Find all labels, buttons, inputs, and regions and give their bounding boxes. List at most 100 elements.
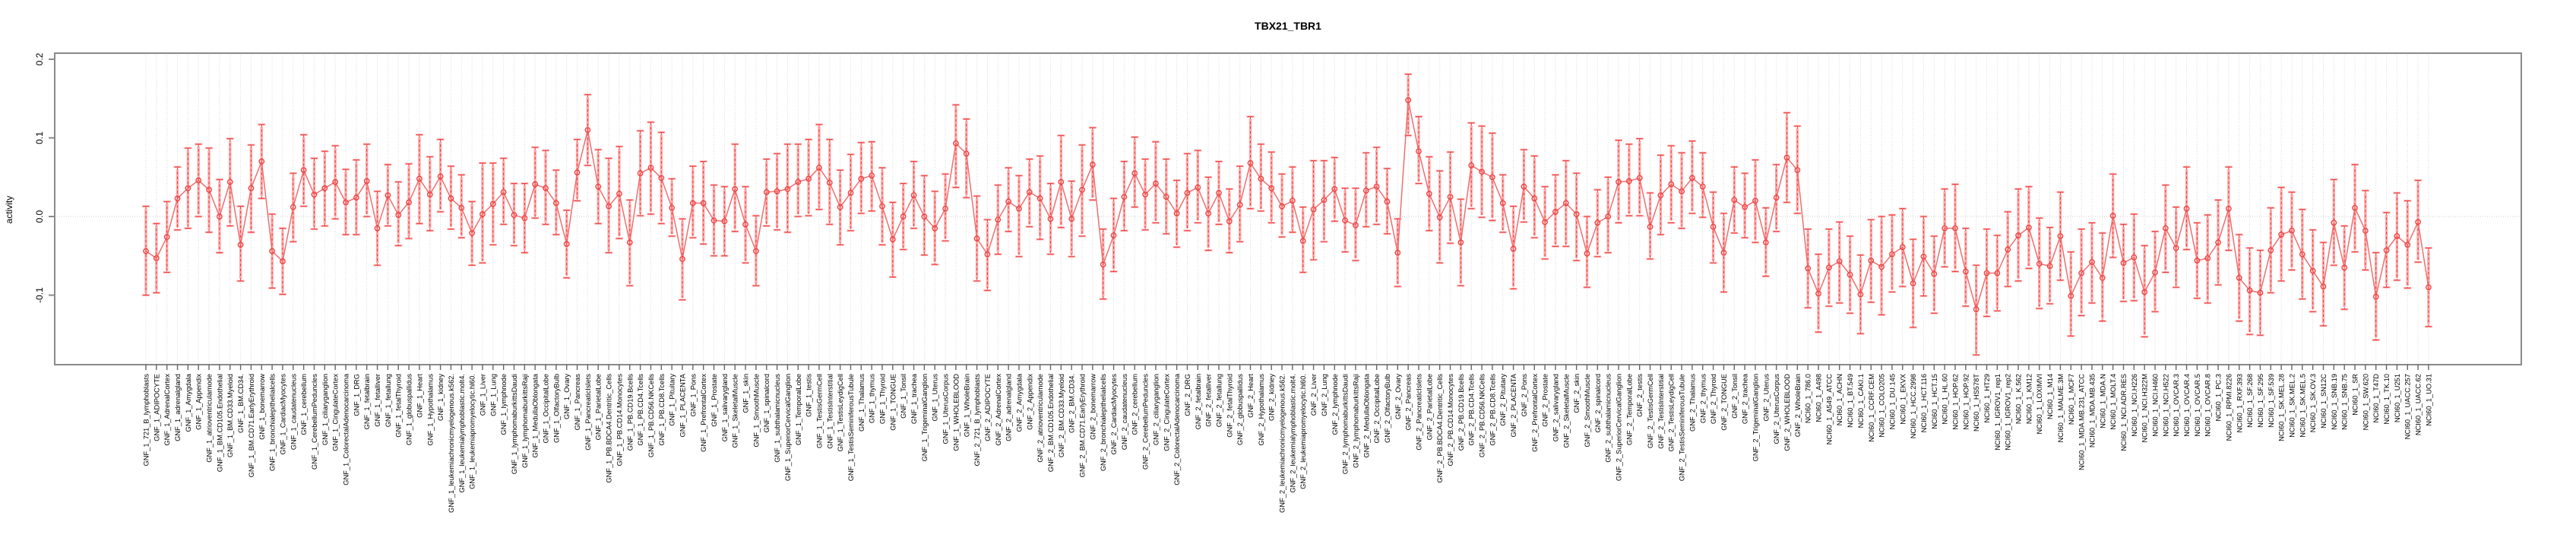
x-tick-label: GNF_1_TestisLeydigCell bbox=[837, 374, 844, 451]
x-tick-label: GNF_2_Tonsil bbox=[1731, 374, 1739, 419]
data-point bbox=[1299, 238, 1306, 244]
x-tick-label: GNF_1_PB.CD8.Tcells bbox=[658, 374, 666, 446]
data-point bbox=[679, 255, 685, 262]
data-point bbox=[1815, 290, 1821, 297]
x-tick-label: GNF_2_Prostate bbox=[1542, 374, 1549, 427]
data-point bbox=[1857, 291, 1864, 298]
data-point bbox=[2120, 260, 2127, 266]
data-point bbox=[437, 173, 444, 180]
data-point bbox=[647, 164, 654, 171]
data-point bbox=[1805, 265, 1812, 272]
x-tick-label: GNF_2_721_B_lymphoblasts bbox=[973, 374, 981, 466]
x-tick-label: GNF_2_subthalamicnucleus bbox=[1605, 374, 1612, 463]
x-tick-label: GNF_2_Amygdala bbox=[1015, 373, 1023, 432]
x-tick-label: GNF_2_OccipitalLobe bbox=[1373, 374, 1381, 443]
data-point bbox=[2362, 227, 2369, 234]
y-tick-label: -0.1 bbox=[34, 287, 45, 303]
x-tick-label: GNF_2_lymphnode bbox=[1331, 374, 1339, 435]
data-point bbox=[174, 195, 181, 202]
data-point bbox=[1089, 161, 1096, 168]
data-point bbox=[1426, 191, 1432, 197]
x-tick-label: GNF_2_PB.CD56.NKCells bbox=[1479, 374, 1486, 457]
x-tick-label: GNF_1_MedullaOblongata bbox=[532, 373, 540, 457]
data-point bbox=[1605, 213, 1612, 220]
data-point bbox=[2152, 269, 2158, 276]
y-tick-label: 0.2 bbox=[34, 52, 45, 65]
x-tick-label: GNF_2_fetalliver bbox=[1205, 374, 1213, 427]
x-tick-label: GNF_2_UterusCorpus bbox=[1773, 374, 1780, 444]
data-point bbox=[1773, 194, 1780, 201]
x-tick-label: GNF_1_WHOLEBLOOD bbox=[952, 374, 960, 451]
data-point bbox=[1026, 189, 1033, 195]
x-tick-label: GNF_2_Pituitary bbox=[1499, 374, 1507, 426]
x-tick-label: GNF_2_testis bbox=[1636, 374, 1644, 417]
data-point bbox=[595, 183, 602, 190]
x-tick-label: GNF_2_Uterus bbox=[1762, 374, 1770, 422]
x-tick-label: GNF_1_leukemialymphoblastic.molt4. bbox=[458, 374, 466, 493]
data-point bbox=[2299, 251, 2305, 258]
x-tick-label: GNF_1_leukemiapromyelocytic.hl60. bbox=[469, 374, 476, 489]
data-point bbox=[2089, 259, 2095, 265]
y-axis-label: activity bbox=[4, 196, 14, 224]
data-point bbox=[2331, 220, 2337, 226]
x-tick-label: GNF_1_fetallung bbox=[385, 374, 392, 427]
x-tick-label: GNF_2_AdrenalCortex bbox=[995, 374, 1002, 446]
data-point bbox=[2204, 255, 2211, 261]
data-point bbox=[1279, 203, 1285, 210]
data-point bbox=[458, 204, 465, 211]
data-point bbox=[889, 236, 896, 242]
x-tick-label: NCI60_1_LOXIMVI bbox=[2036, 374, 2043, 435]
x-tick-label: GNF_1_Ovary bbox=[563, 374, 571, 419]
x-tick-label: NCI60_1_A498 bbox=[1815, 374, 1823, 422]
x-tick-label: GNF_2_PB.CD8.Tcells bbox=[1489, 374, 1496, 446]
data-point bbox=[2289, 227, 2295, 234]
plot-frame bbox=[54, 52, 2522, 365]
x-tick-label: GNF_2_CerebellumPeduncles bbox=[1142, 374, 1150, 470]
data-point bbox=[995, 217, 1002, 223]
data-point bbox=[1825, 264, 1832, 271]
x-tick-label: NCI60_1_KM12 bbox=[2025, 374, 2033, 424]
data-point bbox=[1783, 154, 1790, 161]
data-point bbox=[1762, 239, 1769, 246]
x-tick-label: NCI60_1_HOP.92 bbox=[1962, 374, 1970, 430]
x-tick-label: GNF_2_Lung bbox=[1321, 374, 1328, 416]
data-point bbox=[2109, 213, 2116, 219]
data-point bbox=[2078, 270, 2085, 277]
data-point bbox=[1668, 181, 1675, 188]
x-tick-label: GNF_1_ADIPOCYTE bbox=[153, 374, 160, 441]
x-tick-label: GNF_2_Ovary bbox=[1394, 374, 1402, 419]
x-tick-label: GNF_2_WholeBrain bbox=[1794, 374, 1802, 437]
data-point bbox=[1699, 183, 1706, 190]
x-tick-label: GNF_2_PB.CD19.Bcells bbox=[1457, 374, 1465, 451]
x-tick-label: GNF_2_TestisLeydigCell bbox=[1668, 374, 1676, 451]
x-tick-label: NCI60_1_SK.MEL.5 bbox=[2299, 374, 2306, 438]
data-point bbox=[689, 200, 696, 207]
data-point bbox=[300, 167, 307, 173]
data-point bbox=[1962, 268, 1969, 275]
data-point bbox=[616, 191, 622, 197]
x-tick-label: NCI60_1_IGROV1_rep2 bbox=[2005, 374, 2012, 451]
data-point bbox=[1689, 175, 1695, 182]
x-tick-label: GNF_2_ADIPOCYTE bbox=[984, 374, 992, 441]
data-point bbox=[353, 194, 359, 201]
data-point bbox=[1268, 185, 1275, 191]
data-point bbox=[1973, 306, 1979, 313]
x-tick-label: GNF_1_globuspallidus bbox=[406, 374, 413, 445]
x-tick-label: GNF_2_SkeletalMuscle bbox=[1562, 374, 1570, 448]
data-point bbox=[500, 189, 507, 195]
data-point bbox=[1752, 198, 1758, 204]
data-point bbox=[2267, 247, 2274, 254]
data-point bbox=[1289, 198, 1296, 204]
frame-box bbox=[54, 52, 2522, 365]
data-point bbox=[1310, 206, 1317, 213]
data-point bbox=[2309, 267, 2316, 274]
x-tick-label: NCI60_1_NCI.H522 bbox=[2162, 374, 2169, 437]
x-tick-label: NCI60_1_SF.268 bbox=[2246, 374, 2254, 428]
x-tick-label: GNF_2_fetalbrain bbox=[1195, 374, 1202, 429]
x-tick-label: NCI60_1_UACC.257 bbox=[2404, 374, 2412, 439]
data-point bbox=[1521, 183, 1527, 190]
x-tick-label: NCI60_1_IGROV1_rep1 bbox=[1994, 374, 2002, 451]
data-point bbox=[1920, 253, 1927, 260]
x-tick-label: GNF_2_cerebellum bbox=[1131, 374, 1139, 435]
x-tick-label: GNF_2_TemporalLobe bbox=[1625, 374, 1633, 445]
